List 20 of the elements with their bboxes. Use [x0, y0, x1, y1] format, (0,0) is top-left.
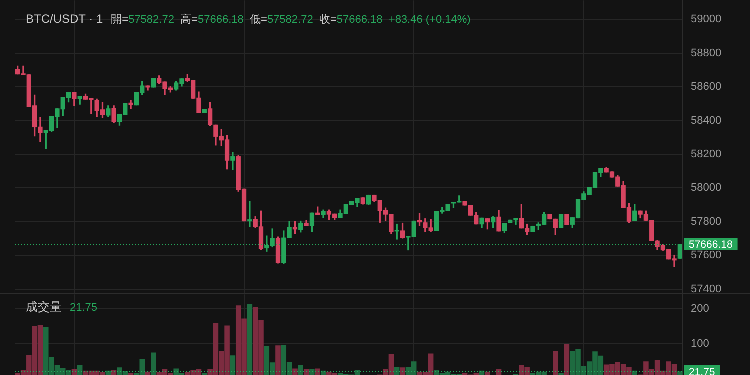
y-tick-label: 58600: [691, 81, 722, 94]
y-tick-label: 59000: [691, 14, 722, 26]
text: 21.75: [70, 302, 98, 314]
y-tick-label: 57400: [691, 283, 722, 296]
candlestick: [230, 152, 236, 170]
ref-line-label: 57666.18: [689, 238, 733, 251]
chart-title: 成交量: [26, 300, 62, 314]
y-tick-label: 58200: [691, 148, 722, 161]
y-tick-label: 200: [691, 302, 710, 315]
ref-line-label: 21.75: [689, 366, 716, 375]
text: BTC/USDT · 1: [26, 12, 104, 26]
y-tick-label: 57600: [691, 250, 722, 262]
y-tick-label: 58400: [691, 114, 722, 127]
y-tick-label: 58800: [691, 47, 722, 60]
y-tick-label: 57800: [691, 216, 722, 228]
candlestick: [248, 201, 252, 228]
y-tick-label: 58000: [691, 182, 722, 194]
y-tick-label: 100: [691, 338, 710, 350]
text: 開=57582.72 高=57666.18 低=57582.72 收=57666.18 +83.46 (+0.14%): [111, 14, 471, 26]
candlestick: [128, 100, 134, 109]
